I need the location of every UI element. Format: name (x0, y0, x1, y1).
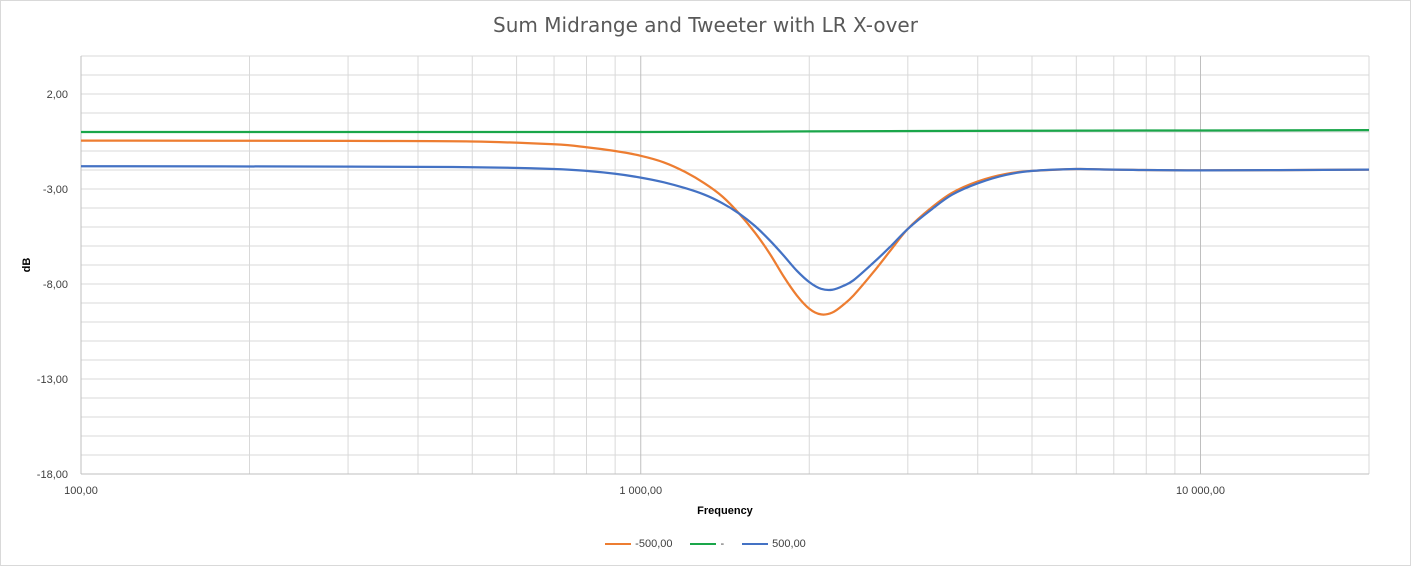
y-tick-label: -3,00 (43, 184, 68, 196)
x-axis-ticks: 100,00 1 000,00 10 000,00 (64, 485, 1225, 497)
series-line-2 (81, 128, 1370, 134)
y-axis-ticks: 2,00 -3,00 -8,00 -13,00 -18,00 (37, 89, 68, 481)
x-axis-title: Frequency (697, 505, 754, 517)
y-axis-title: dB (21, 258, 33, 273)
chart-title: Sum Midrange and Tweeter with LR X-over (493, 13, 918, 37)
x-tick-label: 100,00 (64, 485, 98, 497)
legend-swatch (742, 543, 769, 545)
legend-item-3: 500,00 (742, 538, 806, 550)
grid (80, 55, 1370, 475)
y-tick-label: 2,00 (47, 89, 68, 101)
legend-label: -500,00 (635, 538, 673, 550)
legend: -500,00-500,00 (0, 538, 1411, 550)
legend-label: - (720, 538, 725, 550)
legend-swatch (690, 543, 717, 545)
legend-item-1: -500,00 (605, 538, 672, 550)
x-tick-label: 10 000,00 (1176, 485, 1225, 497)
y-tick-label: -8,00 (43, 279, 68, 291)
x-tick-label: 1 000,00 (619, 485, 662, 497)
legend-label: 500,00 (772, 538, 806, 550)
legend-swatch (605, 543, 632, 545)
series-lines (80, 128, 1370, 316)
y-tick-label: -13,00 (37, 374, 68, 386)
series-line-3 (80, 165, 1370, 292)
y-tick-label: -18,00 (37, 469, 68, 481)
legend-item-2: - (690, 538, 724, 550)
